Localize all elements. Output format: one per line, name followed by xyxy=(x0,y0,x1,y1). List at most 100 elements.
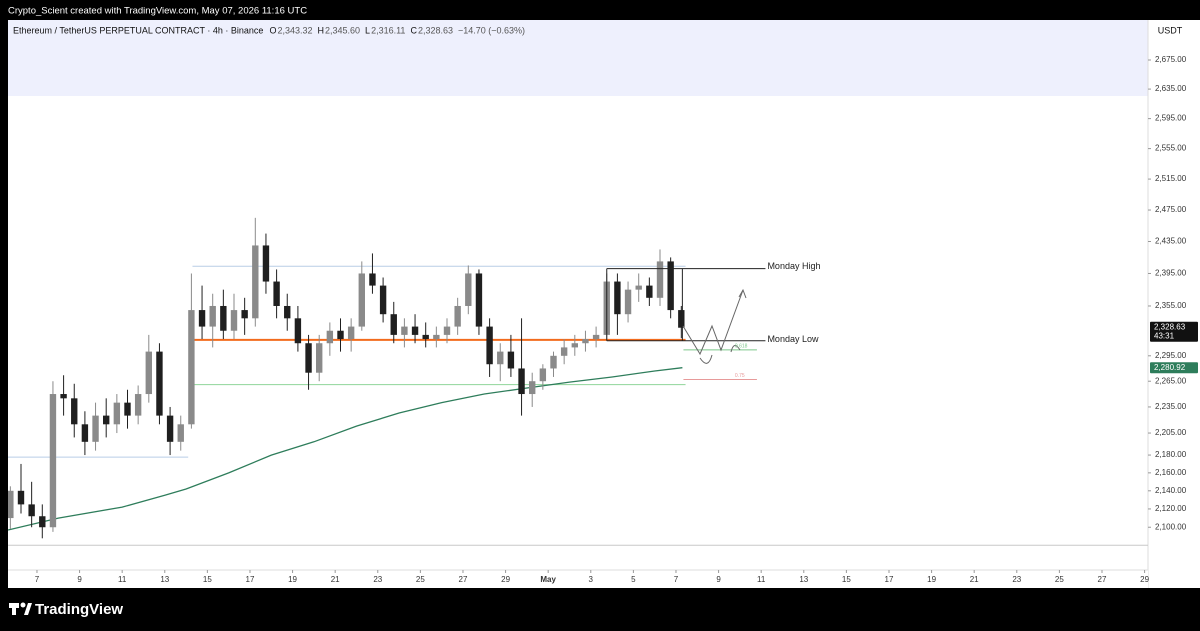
price-label: 2,280.92 xyxy=(1154,363,1186,372)
candle-body xyxy=(92,415,99,442)
x-tick-label: 13 xyxy=(799,575,808,584)
y-tick-label: 2,515.00 xyxy=(1155,174,1187,183)
candle-body xyxy=(198,310,206,327)
candle-body xyxy=(465,273,472,306)
candle-body xyxy=(635,285,642,290)
x-tick-label: 11 xyxy=(757,575,766,584)
candle-body xyxy=(28,504,35,517)
candle-body xyxy=(529,381,536,395)
fib-label: 0.618 xyxy=(735,343,748,349)
candle-body xyxy=(103,415,110,425)
candle-body xyxy=(379,285,387,315)
candle-body xyxy=(273,281,280,306)
candle-body xyxy=(134,394,142,416)
candle-body xyxy=(550,355,557,369)
y-tick-label: 2,160.00 xyxy=(1155,468,1187,477)
legend-key: H xyxy=(318,25,325,35)
y-tick-label: 2,635.00 xyxy=(1155,84,1187,93)
x-tick-label: 23 xyxy=(1012,575,1021,584)
time-axis xyxy=(8,570,1148,588)
x-tick-label: 15 xyxy=(842,575,851,584)
x-tick-label: 29 xyxy=(1140,575,1149,584)
brand-name: TradingView xyxy=(35,601,123,618)
x-tick-label: 7 xyxy=(35,575,40,584)
candle-body xyxy=(475,273,483,327)
arrow-head xyxy=(738,288,747,299)
y-tick-label: 2,435.00 xyxy=(1155,237,1187,246)
logo xyxy=(20,602,26,608)
candle-body xyxy=(71,398,78,425)
candle-body xyxy=(326,330,334,344)
x-tick-label: May xyxy=(540,575,556,584)
candle-body xyxy=(571,343,578,348)
x-tick-label: 5 xyxy=(631,575,636,584)
candle-body xyxy=(166,415,174,442)
curve-arrow xyxy=(699,354,713,364)
brand: TradingView xyxy=(9,601,123,618)
moving-average xyxy=(8,367,683,531)
symbol: Ethereum / TetherUS PERPETUAL CONTRACT ·… xyxy=(13,25,263,35)
candle-body xyxy=(614,281,621,315)
monday-low-label: Monday Low xyxy=(767,334,819,344)
y-tick-label: 2,100.00 xyxy=(1155,522,1187,531)
legend-value: 2,316.11 xyxy=(371,25,405,35)
candle-body xyxy=(518,368,525,395)
x-tick-label: 27 xyxy=(1098,575,1107,584)
x-tick-label: 17 xyxy=(885,575,894,584)
x-tick-label: 13 xyxy=(160,575,169,584)
legend-key: L xyxy=(365,25,370,35)
y-tick-label: 2,555.00 xyxy=(1155,144,1187,153)
candle-body xyxy=(401,326,408,335)
candle-body xyxy=(145,351,152,395)
candle-body xyxy=(305,343,312,373)
y-tick-label: 2,295.00 xyxy=(1155,351,1187,360)
x-tick-label: 15 xyxy=(203,575,212,584)
y-tick-label: 2,120.00 xyxy=(1155,504,1187,513)
candle-body xyxy=(230,310,238,331)
candle-body xyxy=(284,305,291,319)
candle-body xyxy=(81,424,89,442)
candle-body xyxy=(667,261,674,311)
candle-body xyxy=(592,334,600,340)
y-tick-label: 2,475.00 xyxy=(1155,205,1187,214)
x-tick-label: 25 xyxy=(416,575,425,584)
candle-body xyxy=(646,285,653,298)
x-tick-label: 9 xyxy=(716,575,721,584)
header-band xyxy=(8,20,1148,96)
price-axis xyxy=(1148,20,1200,588)
x-tick-label: 19 xyxy=(927,575,936,584)
x-tick-label: 29 xyxy=(501,575,510,584)
x-tick-label: 23 xyxy=(373,575,382,584)
logo xyxy=(24,603,32,615)
chart-layer xyxy=(8,217,1148,546)
price-label: 2,328.63 xyxy=(1154,322,1186,331)
y-tick-label: 2,595.00 xyxy=(1155,114,1187,123)
curve-arrow xyxy=(730,345,741,353)
candle-body xyxy=(560,347,568,356)
x-tick-label: 21 xyxy=(331,575,340,584)
candle-body xyxy=(390,314,397,335)
monday-high-label: Monday High xyxy=(767,261,820,271)
candle-body xyxy=(497,351,504,365)
y-tick-label: 2,355.00 xyxy=(1155,301,1187,310)
candle-body xyxy=(507,351,515,369)
candle-body xyxy=(17,490,25,505)
y-tick-label: 2,205.00 xyxy=(1155,428,1187,437)
candle-body xyxy=(624,289,632,315)
y-tick-label: 2,235.00 xyxy=(1155,402,1187,411)
x-tick-label: 11 xyxy=(118,575,127,584)
candle-body xyxy=(294,318,302,344)
fib-label: 0.75 xyxy=(735,373,745,379)
candle-body xyxy=(124,402,131,416)
candle-body xyxy=(539,368,547,382)
candle-body xyxy=(39,516,46,528)
candle-body xyxy=(113,402,121,425)
candle-body xyxy=(454,305,461,327)
y-tick-label: 2,675.00 xyxy=(1155,55,1187,64)
legend-key: C xyxy=(410,25,417,35)
y-tick-label: 2,395.00 xyxy=(1155,269,1187,278)
candle-body xyxy=(358,273,365,327)
candle-body xyxy=(316,343,323,373)
candle-body xyxy=(177,424,184,442)
